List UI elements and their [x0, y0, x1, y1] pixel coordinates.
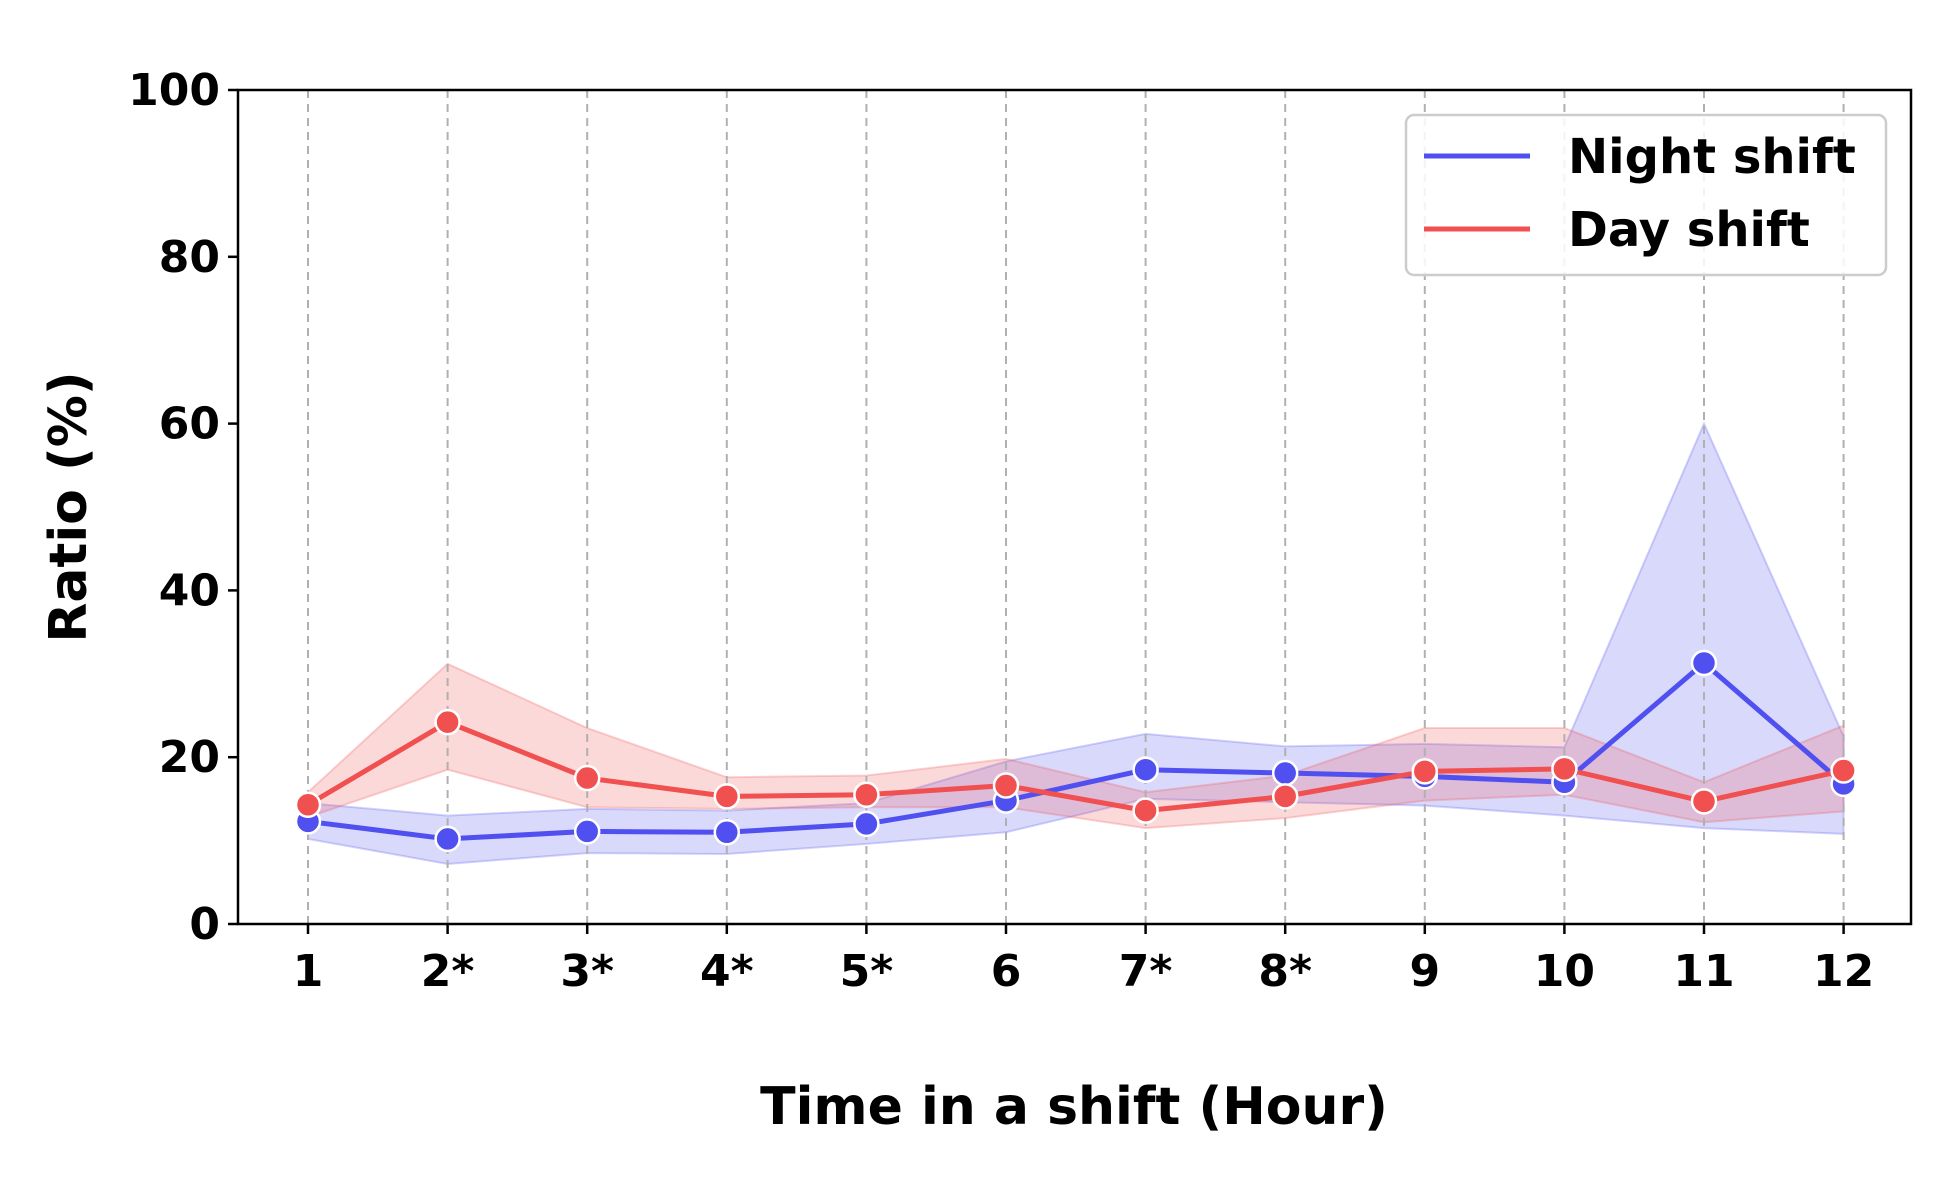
x-tick-label: 10: [1534, 946, 1595, 997]
point-night-shift: [573, 818, 601, 845]
y-axis-label: Ratio (%): [39, 371, 99, 642]
point-day-shift: [992, 772, 1020, 799]
point-night-shift: [713, 819, 741, 846]
y-tick-label: 100: [128, 65, 220, 116]
x-tick-label: 7*: [1119, 946, 1173, 997]
point-day-shift: [1411, 758, 1439, 785]
point-day-shift: [294, 791, 322, 818]
point-night-shift: [1271, 759, 1299, 787]
x-tick-label: 4*: [700, 946, 754, 997]
legend: Night shift Day shift: [1404, 113, 1888, 277]
y-tick-label: 60: [159, 399, 220, 450]
x-tick-label: 2*: [421, 946, 475, 997]
y-tick-label: 80: [159, 232, 220, 283]
point-day-shift: [1830, 757, 1857, 784]
series-lines: [306, 660, 1846, 842]
point-night-shift: [434, 825, 461, 853]
point-day-shift: [1690, 788, 1718, 815]
x-tick-label: 8*: [1258, 946, 1312, 997]
y-tick-label: 40: [159, 565, 220, 616]
point-day-shift: [434, 708, 461, 736]
y-tick-label: 0: [189, 899, 220, 950]
legend-label-day-shift: Day shift: [1568, 202, 1810, 258]
point-night-shift: [1132, 756, 1159, 783]
y-axis-ticks: 0 20 40 60 80 100: [128, 65, 238, 950]
legend-label-night-shift: Night shift: [1568, 129, 1856, 185]
plot-frame: [236, 88, 1913, 926]
line-day-shift: [306, 719, 1845, 814]
point-night-shift: [853, 810, 880, 838]
point-day-shift: [1271, 783, 1299, 810]
x-axis-ticks: 1 2* 3* 4* 5* 6 7* 8* 9 10 11 12: [293, 924, 1874, 997]
point-day-shift: [853, 781, 880, 808]
line-night-shift: [307, 660, 1846, 842]
x-axis-label: Time in a shift (Hour): [760, 1077, 1388, 1137]
x-tick-label: 9: [1409, 946, 1440, 997]
point-day-shift: [713, 783, 741, 810]
x-tick-label: 3*: [560, 946, 614, 997]
point-day-shift: [573, 764, 601, 792]
x-tick-label: 11: [1673, 946, 1734, 997]
x-tick-label: 1: [293, 946, 324, 997]
point-day-shift: [1551, 755, 1578, 783]
y-tick-label: 20: [159, 732, 220, 783]
series-markers: [294, 649, 1857, 853]
point-day-shift: [1132, 797, 1159, 824]
x-tick-label: 5*: [840, 946, 894, 997]
point-night-shift: [1690, 649, 1718, 677]
x-tick-label: 12: [1813, 946, 1874, 997]
x-tick-label: 6: [991, 946, 1022, 997]
